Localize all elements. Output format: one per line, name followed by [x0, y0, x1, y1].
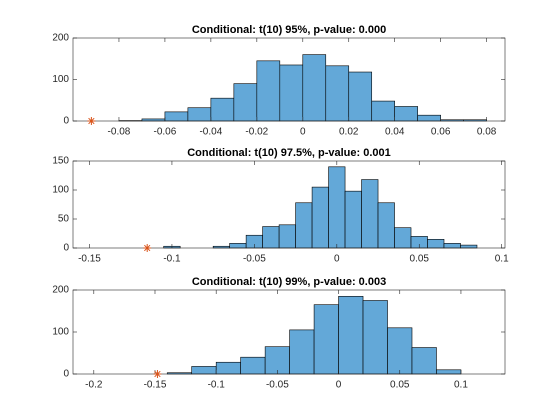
x-tick-label: -0.06: [154, 127, 177, 138]
bar: [387, 327, 413, 375]
bar: [348, 71, 373, 122]
bar: [311, 186, 329, 249]
x-tick-label: 0.1: [454, 380, 468, 391]
bar: [240, 356, 266, 375]
bar: [187, 107, 212, 122]
bar: [278, 224, 296, 249]
y-tick-label: 50: [58, 214, 70, 225]
x-tick-label: 0.1: [495, 254, 509, 265]
bar: [164, 111, 189, 122]
bar: [411, 347, 437, 375]
x-tick-label: 0.04: [385, 127, 405, 138]
bar: [264, 346, 290, 375]
x-tick-label: 0: [336, 380, 342, 391]
bar: [279, 64, 304, 122]
bar: [256, 60, 281, 122]
bar: [377, 202, 395, 249]
marker-stroke: [88, 117, 95, 125]
bar: [262, 226, 280, 249]
x-tick-label: -0.15: [78, 254, 101, 265]
bar: [371, 100, 396, 122]
x-tick-label: 0.06: [431, 127, 451, 138]
x-tick-label: 0.08: [477, 127, 497, 138]
marker-stroke: [144, 244, 151, 252]
bar: [394, 227, 412, 249]
x-tick-label: -0.04: [199, 127, 222, 138]
bar: [417, 114, 441, 122]
x-tick-label: 0: [334, 254, 340, 265]
bar: [338, 295, 364, 375]
bar: [361, 179, 379, 249]
bar: [427, 239, 445, 249]
bar: [443, 243, 461, 249]
bar: [460, 244, 478, 249]
bar: [436, 369, 462, 375]
y-tick-label: 0: [63, 369, 69, 380]
bar: [191, 366, 217, 375]
x-tick-label: 0.05: [390, 380, 410, 391]
x-tick-label: 0.05: [410, 254, 430, 265]
y-tick-label: 200: [52, 33, 69, 44]
x-tick-label: -0.1: [163, 254, 181, 265]
y-tick-label: 150: [52, 156, 69, 167]
bar: [394, 106, 418, 122]
marker: [87, 117, 96, 125]
x-tick-label: 0: [300, 127, 306, 138]
bar: [313, 304, 339, 375]
bar: [344, 190, 362, 249]
bar: [210, 97, 235, 122]
axes-box: [72, 160, 506, 249]
y-tick-label: 100: [52, 185, 69, 196]
bar: [215, 361, 241, 375]
x-tick-label: -0.05: [243, 254, 266, 265]
bar: [302, 54, 327, 122]
bar: [141, 118, 166, 122]
x-tick-label: 0.02: [339, 127, 359, 138]
bar: [325, 65, 350, 122]
marker: [153, 370, 162, 378]
x-tick-label: -0.02: [245, 127, 268, 138]
x-tick-label: -0.05: [266, 380, 289, 391]
bar: [289, 329, 315, 375]
bar: [362, 300, 388, 375]
bar: [233, 83, 258, 122]
marker: [143, 244, 152, 252]
y-tick-label: 0: [63, 116, 69, 127]
x-tick-label: -0.1: [208, 380, 226, 391]
x-tick-label: -0.08: [108, 127, 131, 138]
x-tick-label: -0.15: [144, 380, 167, 391]
x-tick-label: -0.2: [85, 380, 103, 391]
chart-title: Conditional: t(10) 95%, p-value: 0.000: [192, 24, 386, 36]
bar: [328, 166, 346, 249]
marker-stroke: [154, 370, 161, 378]
y-tick-label: 100: [52, 74, 69, 85]
bar: [229, 243, 247, 249]
y-tick-label: 100: [52, 327, 69, 338]
chart-title: Conditional: t(10) 99%, p-value: 0.003: [192, 276, 386, 288]
y-tick-label: 200: [52, 285, 69, 296]
bar: [295, 202, 313, 249]
chart-title: Conditional: t(10) 97.5%, p-value: 0.001: [187, 147, 391, 159]
y-tick-label: 0: [63, 243, 69, 254]
